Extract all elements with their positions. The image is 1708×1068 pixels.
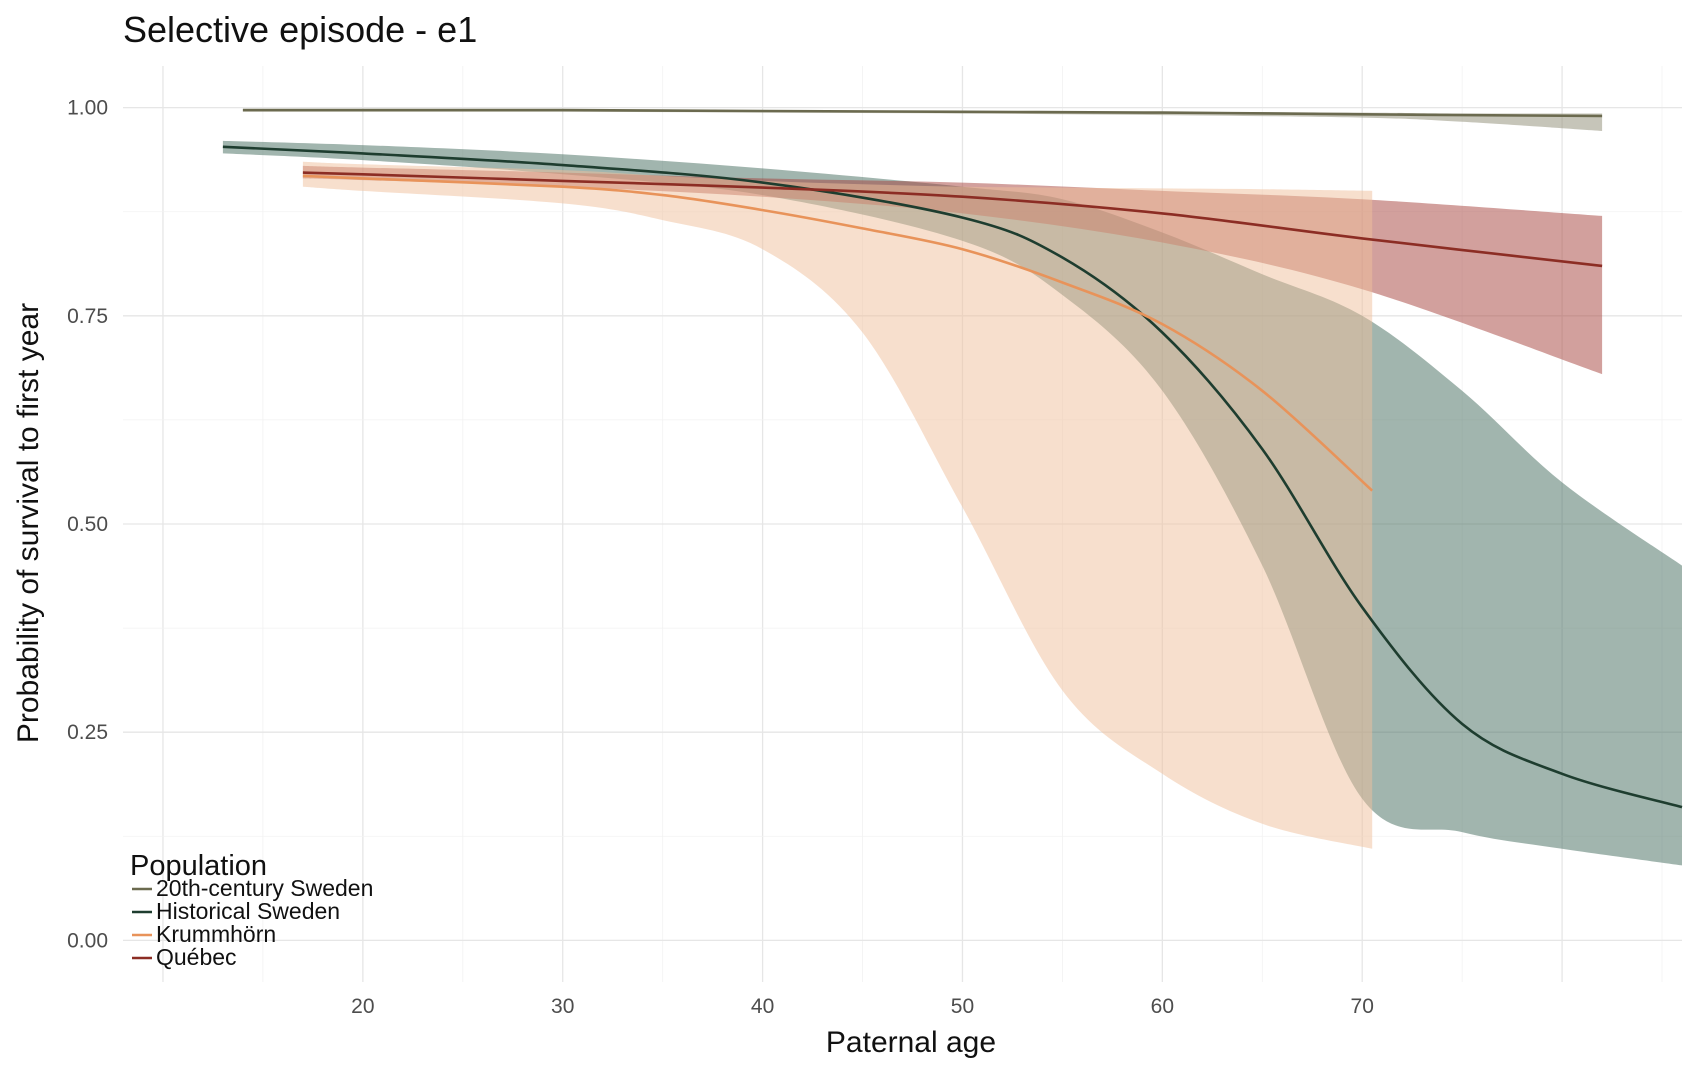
legend-item-historical-sweden: Historical Sweden <box>132 898 340 924</box>
x-tick-label: 30 <box>551 995 574 1018</box>
y-tick-label: 0.25 <box>67 721 108 744</box>
legend: Population 20th-century SwedenHistorical… <box>130 850 373 970</box>
band-krummhorn <box>302 161 1373 849</box>
x-tick-label: 70 <box>1351 995 1374 1018</box>
x-axis-title: Paternal age <box>826 1026 996 1059</box>
confidence-bands <box>222 109 1682 866</box>
legend-item-krummhorn: Krummhörn <box>132 921 276 947</box>
legend-item-quebec: Québec <box>132 944 237 970</box>
y-tick-label: 0.75 <box>67 305 108 328</box>
legend-label: Krummhörn <box>156 921 276 947</box>
legend-label: Québec <box>156 944 237 970</box>
legend-title: Population <box>130 850 267 882</box>
x-tick-label: 50 <box>951 995 974 1018</box>
x-tick-label: 20 <box>351 995 374 1018</box>
x-tick-label: 40 <box>751 995 774 1018</box>
legend-label: 20th-century Sweden <box>156 875 373 901</box>
line-20th-century-sweden <box>242 108 1603 118</box>
y-tick-label: 0.00 <box>67 929 108 952</box>
y-tick-label: 0.50 <box>67 513 108 536</box>
x-tick-label: 60 <box>1151 995 1174 1018</box>
line-historical-sweden <box>222 145 1683 809</box>
legend-item-20th-century-sweden: 20th-century Sweden <box>132 875 373 901</box>
line-krummhorn <box>302 174 1374 492</box>
legend-label: Historical Sweden <box>156 898 340 924</box>
y-axis-title: Probability of survival to first year <box>12 303 45 743</box>
series-lines <box>222 108 1683 809</box>
y-axis-ticks: 0.00 0.25 0.50 0.75 1.00 <box>67 97 108 953</box>
x-axis-ticks: 20 30 40 50 60 70 <box>351 995 1374 1018</box>
line-quebec <box>302 171 1603 268</box>
chart-title: Selective episode - e1 <box>123 9 477 50</box>
y-tick-label: 1.00 <box>67 97 108 120</box>
